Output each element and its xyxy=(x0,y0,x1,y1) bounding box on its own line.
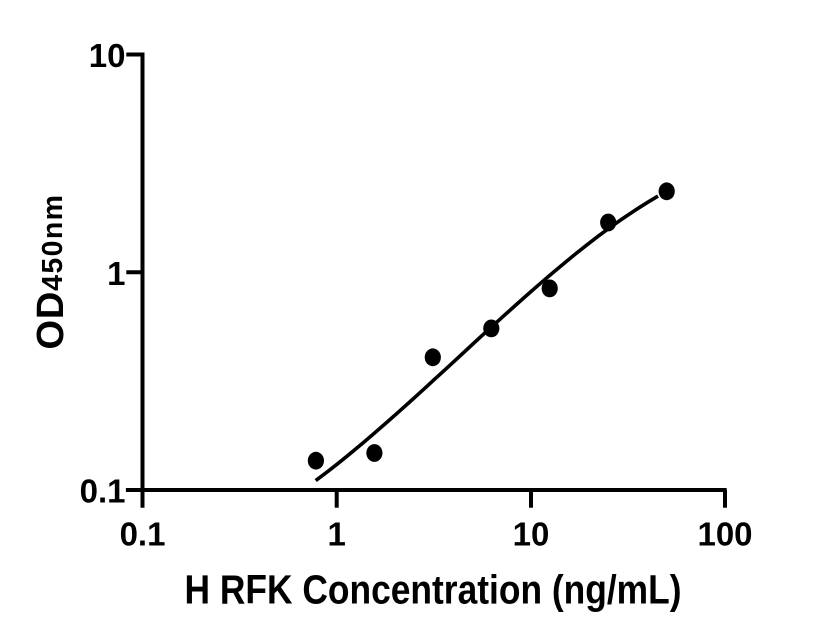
svg-text:H RFK Concentration (ng/mL): H RFK Concentration (ng/mL) xyxy=(185,566,682,612)
svg-text:100: 100 xyxy=(697,515,752,552)
svg-text:1: 1 xyxy=(328,515,346,552)
svg-text:1: 1 xyxy=(107,255,125,292)
svg-text:10: 10 xyxy=(89,37,126,74)
svg-text:0.1: 0.1 xyxy=(120,515,166,552)
svg-text:OD450nm: OD450nm xyxy=(30,194,72,350)
svg-text:10: 10 xyxy=(513,515,550,552)
svg-text:0.1: 0.1 xyxy=(80,473,126,510)
